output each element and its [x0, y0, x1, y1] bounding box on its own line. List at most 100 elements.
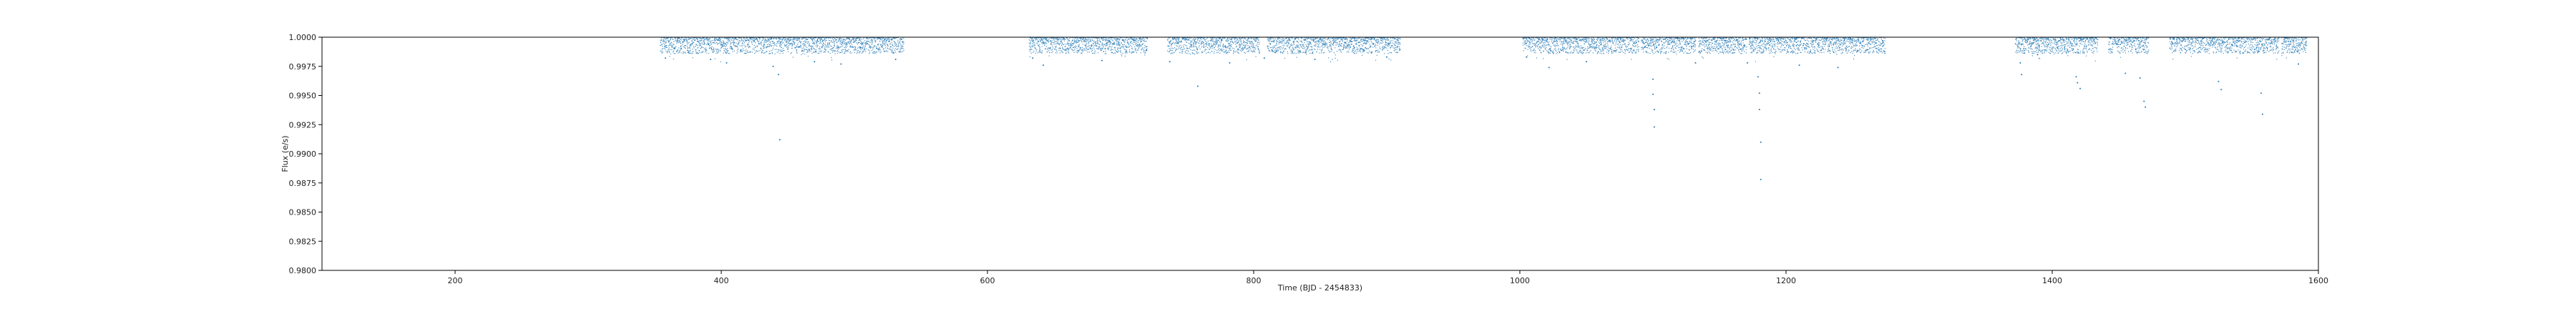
data-point [1581, 48, 1583, 49]
data-point [880, 37, 882, 39]
data-point [857, 50, 858, 52]
data-point [709, 47, 711, 49]
data-point [1186, 47, 1188, 49]
data-point [1034, 42, 1035, 44]
data-point [708, 44, 709, 46]
data-point [1031, 49, 1033, 50]
data-point [1252, 50, 1254, 52]
data-point [1529, 42, 1531, 44]
data-point [1395, 49, 1397, 51]
data-point [733, 39, 734, 41]
data-point [859, 39, 861, 41]
data-point [661, 52, 663, 54]
data-point [706, 52, 708, 54]
data-point [733, 50, 735, 52]
data-point [755, 46, 756, 48]
data-point [751, 41, 752, 42]
data-point [1357, 48, 1359, 49]
data-point [845, 44, 847, 46]
data-point [1185, 44, 1186, 46]
data-point [703, 40, 705, 41]
data-point [675, 40, 677, 41]
data-point [1081, 37, 1083, 39]
data-point [1178, 39, 1179, 41]
data-point [850, 44, 852, 46]
data-point [1197, 37, 1199, 39]
data-point [1102, 47, 1103, 49]
data-point [1244, 37, 1246, 39]
data-point [1397, 46, 1399, 48]
data-point [1335, 39, 1337, 41]
data-point [708, 39, 710, 41]
data-point [1385, 44, 1387, 46]
data-point [847, 41, 849, 43]
data-point [1178, 48, 1179, 49]
data-point [1214, 41, 1215, 42]
data-point [1360, 49, 1361, 50]
data-point [1298, 42, 1299, 44]
data-point [1116, 51, 1118, 52]
data-point [702, 37, 703, 39]
data-point [1554, 45, 1556, 46]
data-point [1236, 41, 1238, 43]
data-point [793, 41, 794, 43]
data-point [1235, 38, 1236, 39]
data-point [1322, 49, 1323, 50]
data-point [852, 46, 854, 48]
data-point [900, 47, 902, 49]
data-point [684, 44, 686, 46]
data-point [1358, 49, 1360, 51]
data-point [688, 46, 690, 49]
data-point [1186, 39, 1188, 41]
data-point [1088, 41, 1089, 44]
data-point [1534, 39, 1536, 41]
data-point [1302, 44, 1304, 45]
data-point [1375, 59, 1377, 61]
data-point [856, 40, 857, 41]
data-point [899, 41, 900, 43]
data-point [1289, 48, 1290, 49]
data-point [1372, 46, 1374, 48]
data-point [1541, 46, 1542, 48]
data-point [1113, 44, 1114, 45]
data-point [1237, 42, 1239, 44]
data-point [694, 39, 696, 41]
data-point [1525, 37, 1526, 39]
data-point [1125, 52, 1126, 53]
data-point [1097, 41, 1098, 42]
data-point [660, 41, 661, 43]
data-point [681, 41, 683, 43]
data-point [706, 39, 708, 41]
data-point [741, 39, 743, 41]
data-point [1055, 52, 1056, 54]
data-point [1252, 41, 1253, 43]
data-point [892, 52, 894, 54]
data-point [1075, 46, 1077, 48]
data-point [1096, 48, 1098, 49]
data-point [823, 45, 824, 46]
data-point [1586, 49, 1589, 51]
data-point [892, 44, 894, 46]
data-point [1556, 40, 1558, 41]
data-point [1536, 41, 1538, 43]
data-point [1309, 41, 1311, 43]
data-point [1539, 43, 1541, 44]
data-point [1362, 39, 1364, 41]
data-point [1246, 39, 1248, 41]
data-point [1248, 47, 1249, 49]
data-point [1231, 44, 1232, 46]
data-point [1131, 37, 1133, 39]
data-point [1380, 39, 1382, 41]
data-point [1244, 38, 1246, 39]
data-point [678, 47, 680, 49]
data-point [771, 53, 773, 54]
data-point [837, 47, 839, 49]
data-point [1593, 47, 1594, 49]
data-point [777, 41, 779, 42]
data-point [1347, 46, 1348, 47]
data-point [1065, 49, 1067, 51]
data-point [1269, 37, 1270, 39]
data-point [1124, 55, 1126, 57]
data-point [1352, 37, 1354, 39]
data-point [1114, 46, 1116, 48]
